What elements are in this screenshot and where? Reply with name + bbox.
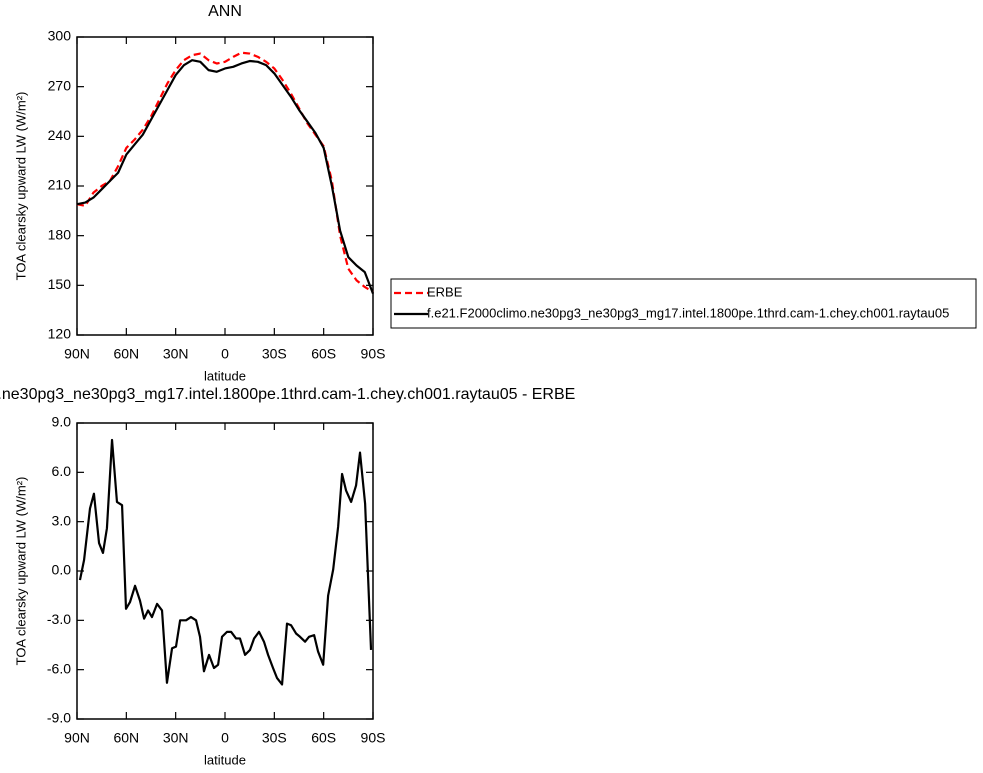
y-axis-label: TOA clearsky upward LW (W/m²) <box>13 92 28 281</box>
y-tick-label: 150 <box>48 276 72 292</box>
x-axis-label: latitude <box>204 752 246 767</box>
x-tick-label: 90S <box>361 730 386 746</box>
y-tick-label: 9.0 <box>52 414 72 430</box>
y-tick-label: 180 <box>48 226 72 242</box>
y-tick-label: 6.0 <box>52 463 72 479</box>
y-tick-label: 120 <box>48 326 72 342</box>
x-tick-label: 60N <box>113 346 139 362</box>
chart-title: f.e21.F2000climo.ne30pg3_ne30pg3_mg17.in… <box>0 386 575 403</box>
x-tick-label: 90N <box>64 730 90 746</box>
y-tick-label: 270 <box>48 77 72 93</box>
y-tick-label: 0.0 <box>52 562 72 578</box>
x-tick-label: 90N <box>64 346 90 362</box>
y-tick-label: 210 <box>48 177 72 193</box>
legend-box <box>390 278 977 329</box>
series-line <box>76 59 375 295</box>
x-axis-label: latitude <box>204 368 246 383</box>
x-tick-label: 30N <box>163 730 189 746</box>
x-tick-label: 0 <box>221 346 229 362</box>
x-tick-label: 30S <box>262 730 287 746</box>
x-tick-label: 0 <box>221 730 229 746</box>
x-tick-label: 60S <box>311 730 336 746</box>
y-tick-label: 240 <box>48 127 72 143</box>
plot-frame <box>76 36 374 336</box>
y-tick-label: -3.0 <box>47 611 71 627</box>
y-axis-label: TOA clearsky upward LW (W/m²) <box>13 477 28 666</box>
x-tick-label: 30N <box>163 346 189 362</box>
legend-label: ERBE <box>427 284 463 299</box>
x-tick-label: 90S <box>361 346 386 362</box>
y-tick-label: 300 <box>48 28 72 44</box>
y-tick-label: -9.0 <box>47 710 71 726</box>
data-line <box>78 438 373 686</box>
y-tick-label: 3.0 <box>52 512 72 528</box>
x-tick-label: 60N <box>113 730 139 746</box>
plot-frame <box>76 422 374 720</box>
chart-title: ANN <box>208 3 242 20</box>
x-tick-label: 60S <box>311 346 336 362</box>
legend-label: f.e21.F2000climo.ne30pg3_ne30pg3_mg17.in… <box>427 305 949 320</box>
y-tick-label: -6.0 <box>47 660 71 676</box>
x-tick-label: 30S <box>262 346 287 362</box>
